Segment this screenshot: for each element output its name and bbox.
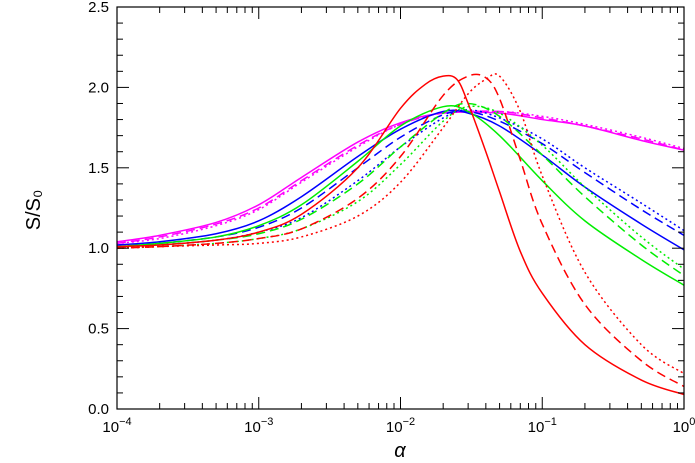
y-axis-title: S/S₀ [23, 190, 45, 231]
x-tick-label: 10−2 [386, 416, 415, 436]
y-tick-label: 2.5 [88, 0, 109, 16]
series-line-10 [116, 73, 685, 388]
series-layer [116, 73, 685, 396]
y-tick-label: 2.0 [88, 79, 109, 96]
x-tick-label: 10−1 [528, 416, 557, 436]
plot-frame [116, 6, 685, 410]
series-line-8 [116, 105, 685, 270]
series-line-2 [116, 110, 685, 245]
x-tick-label: 100 [673, 416, 695, 436]
series-line-11 [116, 73, 685, 375]
y-tick-label: 1.5 [88, 160, 109, 177]
series-line-6 [116, 105, 685, 286]
ticks-layer [116, 6, 684, 410]
x-tick-label: 10−3 [244, 416, 273, 436]
series-line-9 [116, 74, 685, 396]
y-tick-label: 0.5 [88, 321, 109, 338]
series-line-1 [116, 110, 685, 245]
x-axis-title: α [394, 440, 406, 462]
x-tick-label: 10−4 [102, 416, 131, 436]
y-tick-label: 1.0 [88, 240, 109, 257]
labels-layer: 10−4 10−3 10−2 10−1 100 0.0 0.5 1.0 1.5 2.0 2.5 [88, 0, 695, 436]
y-tick-label: 0.0 [88, 401, 109, 418]
